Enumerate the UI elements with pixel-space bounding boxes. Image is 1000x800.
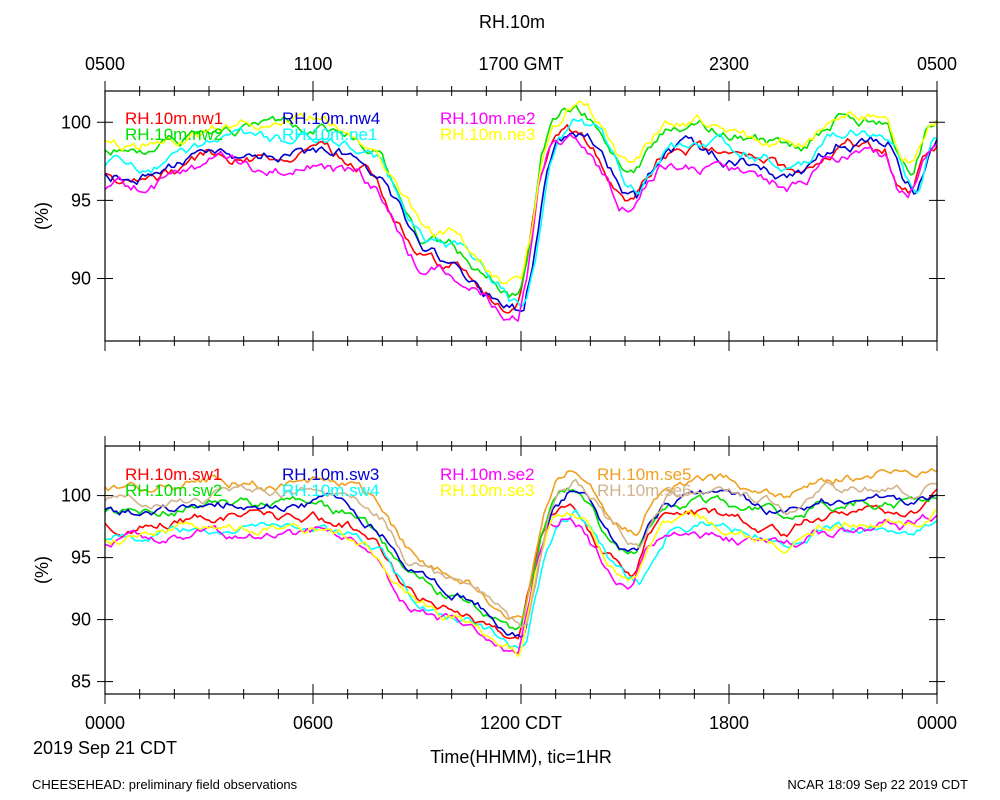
series-line-rh-10m-se2	[104, 513, 938, 655]
top-axis-gmt-labels: 0500 1100 1700 GMT 2300 0500	[85, 54, 957, 74]
footer-left: CHEESEHEAD: preliminary field observatio…	[32, 777, 298, 792]
bottom-ytick-label-90: 90	[71, 610, 91, 630]
series-line-rh-10m-ne2	[104, 133, 938, 322]
legend-rh-10m-sw3: RH.10m.sw3	[282, 465, 379, 484]
top-panel-y-ticks: 90 95 100	[61, 112, 945, 289]
series-line-rh-10m-nw2	[104, 104, 938, 298]
bottom-panel-x-ticks	[104, 436, 938, 704]
legend-rh-10m-sw2: RH.10m.sw2	[125, 481, 222, 500]
legend-rh-10m-se5: RH.10m.se5	[597, 465, 691, 484]
top-ytick-label-90: 90	[71, 269, 91, 289]
legend-rh-10m-se6: RH.10m.se6	[597, 481, 691, 500]
bottom-axis-cdt-labels: 0000 0600 1200 CDT 1800 0000	[85, 713, 957, 733]
top-axis-label-1: 1100	[294, 54, 333, 74]
x-axis-label: Time(HHMM), tic=1HR	[430, 747, 612, 767]
bottom-axis-label-4: 0000	[917, 713, 957, 733]
legend-rh-10m-sw4: RH.10m.sw4	[282, 481, 379, 500]
top-ytick-label-100: 100	[61, 112, 91, 132]
bottom-axis-label-2: 1200 CDT	[480, 713, 562, 733]
bottom-ytick-label-100: 100	[61, 486, 91, 506]
bottom-panel-series-lines	[104, 467, 938, 658]
bottom-axis-label-0: 0000	[85, 713, 125, 733]
legend-rh-10m-nw4: RH.10m.nw4	[282, 109, 380, 128]
top-panel-series-lines	[104, 100, 938, 322]
bottom-axis-label-3: 1800	[709, 713, 749, 733]
top-axis-label-3: 2300	[709, 54, 749, 74]
legend-rh-10m-nw1: RH.10m.nw1	[125, 109, 223, 128]
bottom-panel-y-ticks: 85 90 95 100	[61, 486, 945, 692]
bottom-axis-label-1: 0600	[293, 713, 333, 733]
top-panel-x-ticks	[104, 81, 938, 351]
series-line-rh-10m-sw2	[104, 487, 938, 631]
legend-rh-10m-ne3: RH.10m.ne3	[440, 125, 535, 144]
bottom-ytick-label-95: 95	[71, 548, 91, 568]
legend-rh-10m-ne1: RH.10m.ne1	[282, 125, 377, 144]
top-axis-label-4: 0500	[917, 54, 957, 74]
series-line-rh-10m-sw3	[104, 489, 938, 639]
series-line-rh-10m-nw4	[104, 132, 938, 313]
top-ytick-label-95: 95	[71, 190, 91, 210]
series-line-rh-10m-se3	[104, 507, 938, 658]
chart-title: RH.10m	[479, 12, 545, 32]
legend-rh-10m-se2: RH.10m.se2	[440, 465, 534, 484]
series-line-rh-10m-se6	[104, 478, 937, 629]
legend-rh-10m-sw1: RH.10m.sw1	[125, 465, 222, 484]
footer-right: NCAR 18:09 Sep 22 2019 CDT	[787, 777, 968, 792]
top-y-axis-label: (%)	[32, 202, 52, 230]
bottom-y-axis-label: (%)	[32, 556, 52, 584]
bottom-ytick-label-85: 85	[71, 672, 91, 692]
legend-rh-10m-nw2: RH.10m.nw2	[125, 125, 223, 144]
series-line-rh-10m-ne3	[105, 100, 938, 285]
top-axis-label-2: 1700 GMT	[478, 54, 563, 74]
start-date-label: 2019 Sep 21 CDT	[33, 738, 177, 758]
series-line-rh-10m-se5	[104, 467, 938, 621]
legend-rh-10m-ne2: RH.10m.ne2	[440, 109, 535, 128]
top-axis-label-0: 0500	[85, 54, 125, 74]
legend-rh-10m-se3: RH.10m.se3	[440, 481, 534, 500]
